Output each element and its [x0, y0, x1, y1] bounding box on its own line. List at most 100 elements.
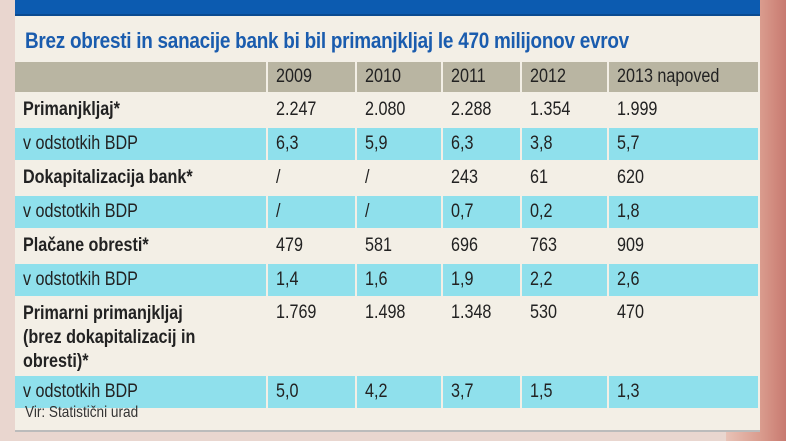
cell-text: 470	[617, 302, 645, 323]
cell-text: 1,9	[450, 269, 474, 290]
value-cell: 2.080	[356, 93, 443, 128]
table-row: Plačane obresti* 479 581 696 763 909	[15, 229, 760, 264]
cell-text: 6,3	[275, 133, 299, 154]
cell-text: 479	[275, 235, 303, 256]
value-cell: 479	[266, 229, 358, 264]
value-cell: 5,7	[608, 127, 760, 162]
value-cell: 61	[521, 161, 610, 196]
row-label-cell: v odstotkih BDP	[15, 263, 268, 298]
cell-text: 1.348	[450, 302, 492, 323]
value-cell: 6,3	[441, 127, 523, 162]
cell-text: 696	[450, 235, 478, 256]
cell-text: 5,0	[275, 381, 299, 402]
value-cell: 2009	[266, 62, 358, 94]
cell-text: v odstotkih BDP	[23, 381, 138, 402]
table-row: Primanjkljaj* 2.247 2.080 2.288 1.354 1.999	[15, 93, 760, 128]
cell-text: 2.080	[365, 99, 406, 120]
value-cell: 2012	[521, 62, 610, 94]
cell-text: Primarni primanjkljaj (brez dokapitaliza…	[23, 303, 196, 372]
value-cell: 763	[521, 229, 610, 264]
cell-text: 2.247	[275, 99, 317, 120]
value-cell: 2011	[441, 62, 523, 94]
value-cell: 0,7	[441, 195, 523, 230]
table-row: v odstotkih BDP / / 0,7 0,2 1,8	[15, 195, 760, 230]
value-cell: 581	[356, 229, 443, 264]
value-cell: 1,8	[608, 195, 760, 230]
cell-text: 1,4	[275, 269, 299, 290]
top-banner	[15, 0, 760, 16]
value-cell: 1,4	[266, 263, 358, 298]
cell-text: Plačane obresti*	[23, 235, 149, 256]
table-row: v odstotkih BDP 1,4 1,6 1,9 2,2 2,6	[15, 263, 760, 298]
cell-text: 763	[530, 235, 558, 256]
value-cell: 1.348	[441, 297, 523, 376]
cell-text: 5,7	[617, 133, 640, 154]
value-cell: 1.769	[266, 297, 358, 376]
value-cell: 1,6	[356, 263, 443, 298]
bottom-divider	[15, 430, 760, 432]
row-label-cell: Primanjkljaj*	[15, 93, 268, 128]
row-label-cell: Plačane obresti*	[15, 229, 268, 264]
cell-text: /	[365, 167, 370, 188]
cell-text: Primanjkljaj*	[23, 99, 120, 120]
table-row: v odstotkih BDP 5,0 4,2 3,7 1,5 1,3	[15, 375, 760, 410]
value-cell: /	[266, 195, 358, 230]
value-cell: 2,2	[521, 263, 610, 298]
cell-text: 1,8	[617, 201, 640, 222]
value-cell: 1,5	[521, 375, 610, 410]
cell-text: 620	[617, 167, 645, 188]
cell-text: 6,3	[450, 133, 474, 154]
cell-text: /	[275, 167, 281, 188]
cell-text: 1,6	[365, 269, 388, 290]
row-label-cell: v odstotkih BDP	[15, 127, 268, 162]
table-row: Dokapitalizacija bank* / / 243 61 620	[15, 161, 760, 196]
cell-text: 3,7	[450, 381, 474, 402]
cell-text: /	[275, 201, 281, 222]
cell-text: 2012	[530, 66, 567, 87]
value-cell: 620	[608, 161, 760, 196]
value-cell: 1.354	[521, 93, 610, 128]
cell-text: 2,2	[530, 269, 553, 290]
cell-text: v odstotkih BDP	[23, 201, 138, 222]
value-cell: 470	[608, 297, 760, 376]
row-label-cell: v odstotkih BDP	[15, 195, 268, 230]
value-cell: 5,0	[266, 375, 358, 410]
cell-text: 1.354	[530, 99, 571, 120]
cell-text: 5,9	[365, 133, 388, 154]
value-cell: 1.498	[356, 297, 443, 376]
table-row: v odstotkih BDP 6,3 5,9 6,3 3,8 5,7	[15, 127, 760, 162]
cell-text: 1,5	[530, 381, 553, 402]
cell-text: 1.769	[275, 302, 317, 323]
cell-text: 61	[530, 167, 549, 188]
cell-text: 530	[530, 302, 558, 323]
cell-text: 2011	[450, 66, 486, 87]
cell-text: 581	[365, 235, 393, 256]
value-cell: 3,8	[521, 127, 610, 162]
cell-text: 1.498	[365, 302, 406, 323]
cell-text: v odstotkih BDP	[23, 269, 138, 290]
value-cell: 2.288	[441, 93, 523, 128]
header-row: 2009 2010 2011 2012 2013 napoved	[15, 62, 760, 94]
chart-title: Brez obresti in sanacije bank bi bil pri…	[25, 28, 629, 53]
cell-text: 2010	[365, 66, 402, 87]
cell-text: 3,8	[530, 133, 553, 154]
value-cell: 1.999	[608, 93, 760, 128]
value-cell: 1,3	[608, 375, 760, 410]
row-label-cell	[15, 62, 268, 94]
value-cell: /	[356, 161, 443, 196]
value-cell: /	[266, 161, 358, 196]
value-cell: /	[356, 195, 443, 230]
table-row: Primarni primanjkljaj (brez dokapitaliza…	[15, 297, 760, 376]
value-cell: 6,3	[266, 127, 358, 162]
row-label-cell: v odstotkih BDP	[15, 375, 268, 410]
value-cell: 2010	[356, 62, 443, 94]
value-cell: 0,2	[521, 195, 610, 230]
cell-text: 2013 napoved	[617, 66, 720, 87]
cell-text: 4,2	[365, 381, 388, 402]
cell-text: 2.288	[450, 99, 492, 120]
value-cell: 3,7	[441, 375, 523, 410]
cell-text: 0,7	[450, 201, 474, 222]
value-cell: 2,6	[608, 263, 760, 298]
value-cell: 5,9	[356, 127, 443, 162]
cell-text: /	[365, 201, 370, 222]
